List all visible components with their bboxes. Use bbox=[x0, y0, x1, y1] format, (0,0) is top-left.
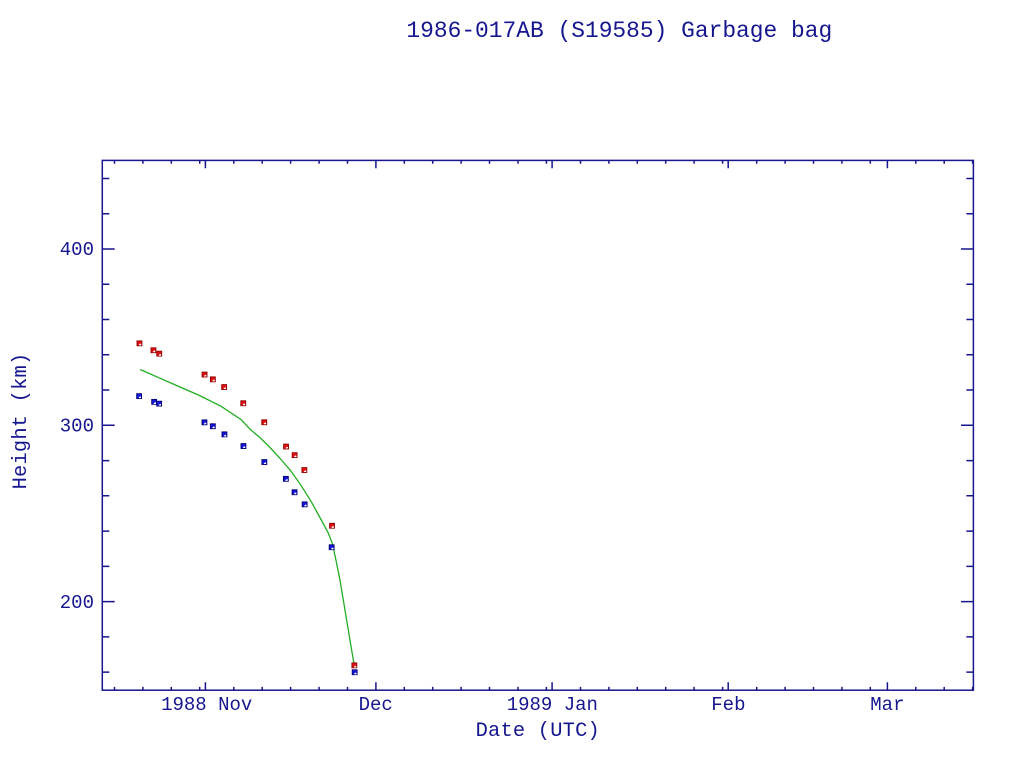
svg-text:1988 Nov: 1988 Nov bbox=[161, 694, 252, 716]
svg-text:400: 400 bbox=[60, 239, 94, 261]
svg-text:Dec: Dec bbox=[359, 694, 393, 716]
svg-text:1986-017AB (S19585) Garbage ba: 1986-017AB (S19585) Garbage bag bbox=[406, 18, 832, 44]
svg-text:Date (UTC): Date (UTC) bbox=[476, 720, 600, 743]
svg-text:1989 Jan: 1989 Jan bbox=[507, 694, 598, 716]
svg-text:300: 300 bbox=[60, 416, 94, 438]
svg-text:200: 200 bbox=[60, 592, 94, 614]
svg-text:Mar: Mar bbox=[870, 694, 904, 716]
svg-text:Feb: Feb bbox=[711, 694, 745, 716]
svg-text:Height (km): Height (km) bbox=[10, 353, 33, 490]
